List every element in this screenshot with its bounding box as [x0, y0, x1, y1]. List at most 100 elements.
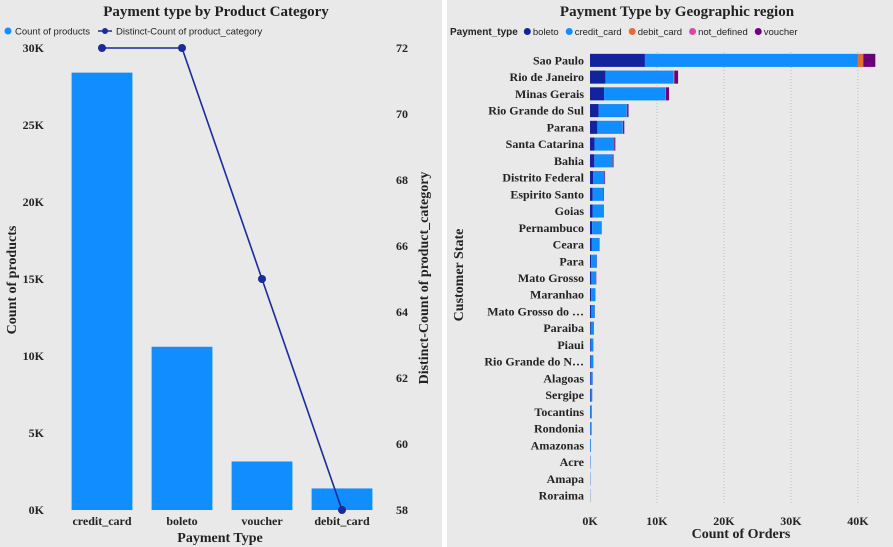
- bar-segment-voucher[interactable]: [863, 53, 876, 67]
- bar-segment-credit-card[interactable]: [590, 355, 594, 369]
- bar-segment-credit-card[interactable]: [592, 204, 604, 218]
- bar-segment-credit-card[interactable]: [593, 171, 605, 185]
- legend-item-distinct-count[interactable]: Distinct-Count of product_category: [98, 27, 263, 38]
- bar-segment-credit-card[interactable]: [591, 254, 597, 268]
- bar-segment-boleto[interactable]: [590, 53, 645, 67]
- x-axis: 0K 10K 20K 30K 40K: [582, 514, 869, 528]
- y-tick-label: Rio Grande do N…: [484, 355, 584, 369]
- bar-credit_card[interactable]: [71, 72, 133, 510]
- bar-segment-boleto[interactable]: [590, 87, 605, 101]
- bar-segment-credit-card[interactable]: [591, 304, 595, 319]
- legend-item-debit-card[interactable]: debit_card: [628, 27, 682, 38]
- y-axis-right: 58 60 62 64 66 68 70 72: [396, 41, 408, 517]
- bar-segment-credit-card[interactable]: [591, 271, 597, 285]
- bar-segment-boleto[interactable]: [590, 221, 593, 235]
- bar-segment-credit-card[interactable]: [590, 388, 593, 402]
- bar-segment-credit-card[interactable]: [598, 104, 627, 118]
- bar-segment-voucher[interactable]: [627, 104, 629, 118]
- bar-segment-boleto[interactable]: [590, 187, 593, 201]
- bar-segment-credit-card[interactable]: [592, 187, 604, 201]
- bar-segment-credit-card[interactable]: [591, 237, 600, 252]
- legend-label: debit_card: [638, 27, 682, 38]
- legend-item-count-of-products[interactable]: Count of products: [4, 27, 91, 38]
- bar-segment-boleto[interactable]: [590, 237, 592, 252]
- y-tick-label: Goias: [555, 204, 585, 218]
- bar-segment-credit-card[interactable]: [597, 120, 623, 134]
- bar-segment-voucher[interactable]: [612, 154, 614, 168]
- bar-segment-credit-card[interactable]: [592, 221, 602, 235]
- line-point-boleto[interactable]: [178, 44, 186, 52]
- bar-segment-credit-card[interactable]: [590, 405, 592, 419]
- legend[interactable]: Count of products Distinct-Count of produ…: [4, 27, 263, 38]
- bar-boleto[interactable]: [151, 346, 213, 510]
- bar-segment-credit-card[interactable]: [591, 288, 596, 302]
- bar-segment-credit-card[interactable]: [604, 87, 666, 101]
- bar-segment-credit-card[interactable]: [590, 438, 591, 452]
- y-tick-label: Mato Grosso do …: [487, 304, 584, 318]
- bar-segment-boleto[interactable]: [590, 304, 592, 319]
- bar-segment-voucher[interactable]: [614, 137, 616, 151]
- line-point-voucher[interactable]: [258, 275, 266, 283]
- bar-segment-boleto[interactable]: [590, 154, 595, 168]
- bar-segment-voucher[interactable]: [666, 87, 670, 101]
- bar-segment-credit-card[interactable]: [605, 70, 674, 84]
- bar-segment-boleto[interactable]: [590, 171, 594, 185]
- legend-item-boleto[interactable]: boleto: [523, 27, 559, 38]
- bar-segment-credit-card[interactable]: [590, 422, 592, 436]
- bar-segment-boleto[interactable]: [590, 120, 598, 134]
- x-tick-label: 20K: [713, 514, 735, 528]
- geographic-region-chart-panel: Payment Type by Geographic region Paymen…: [447, 0, 893, 547]
- product-category-chart: Payment type by Product Category Count o…: [4, 4, 432, 546]
- legend-marker: [523, 28, 531, 35]
- y2-tick-label: 66: [396, 239, 408, 253]
- bar-debit_card[interactable]: [311, 488, 373, 510]
- bar-segment-boleto[interactable]: [590, 371, 591, 385]
- bar-segment-credit-card[interactable]: [594, 154, 613, 168]
- bar-segment-credit-card[interactable]: [590, 321, 594, 335]
- legend-item-credit-card[interactable]: credit_card: [565, 27, 622, 38]
- bar-segment-credit-card[interactable]: [590, 338, 594, 352]
- bar-segment-debit-card[interactable]: [857, 53, 864, 67]
- line-series[interactable]: [98, 44, 346, 514]
- bar-segment-credit-card[interactable]: [644, 53, 858, 67]
- legend-marker: [4, 27, 12, 35]
- bar-segment-debit-card[interactable]: [673, 70, 675, 84]
- legend-label: Distinct-Count of product_category: [116, 27, 263, 38]
- bar-segment-voucher[interactable]: [674, 70, 679, 84]
- legend-item-not-defined[interactable]: not_defined: [689, 27, 748, 38]
- bar-segment-boleto[interactable]: [590, 70, 606, 84]
- bar-segment-boleto[interactable]: [590, 288, 592, 302]
- bar-segment-boleto[interactable]: [590, 338, 591, 352]
- bar-segment-boleto[interactable]: [590, 254, 592, 268]
- bar-segment-credit-card[interactable]: [590, 371, 593, 385]
- chart-title: Payment Type by Geographic region: [560, 4, 795, 20]
- bars[interactable]: [71, 72, 373, 510]
- legend-item-voucher[interactable]: voucher: [754, 27, 798, 38]
- bar-segment-boleto[interactable]: [590, 355, 591, 369]
- y-tick-label: 15K: [23, 272, 45, 286]
- bar-segment-boleto[interactable]: [590, 204, 593, 218]
- line-point-debit_card[interactable]: [338, 506, 346, 514]
- bar-segment-voucher[interactable]: [623, 120, 625, 134]
- bar-segment-credit-card[interactable]: [594, 137, 615, 151]
- x-tick-label: voucher: [241, 514, 283, 528]
- bar-segment-boleto[interactable]: [590, 104, 599, 118]
- y-tick-label: Amapa: [547, 472, 584, 486]
- bar-segment-boleto[interactable]: [590, 321, 591, 335]
- bar-segment-boleto[interactable]: [590, 137, 595, 151]
- line-distinct-count[interactable]: [102, 47, 343, 511]
- bar-voucher[interactable]: [231, 461, 293, 510]
- legend[interactable]: boleto credit_card debit_card not_defined vo…: [523, 27, 798, 38]
- y2-axis-title: Distinct-Count of product_category: [417, 172, 432, 385]
- x-tick-label: 0K: [582, 514, 598, 528]
- bar-segment-boleto[interactable]: [590, 271, 592, 285]
- y-tick-label: 10K: [23, 349, 45, 363]
- line-point-credit_card[interactable]: [98, 44, 106, 52]
- bar-segment-voucher[interactable]: [604, 171, 606, 185]
- y-tick-label: Sao Paulo: [533, 53, 584, 67]
- y-tick-label: Rondonia: [534, 422, 584, 436]
- y2-tick-label: 58: [396, 503, 408, 517]
- bar-segment-debit-card[interactable]: [665, 87, 667, 101]
- bars[interactable]: [590, 53, 876, 503]
- y-tick-label: Acre: [560, 455, 585, 469]
